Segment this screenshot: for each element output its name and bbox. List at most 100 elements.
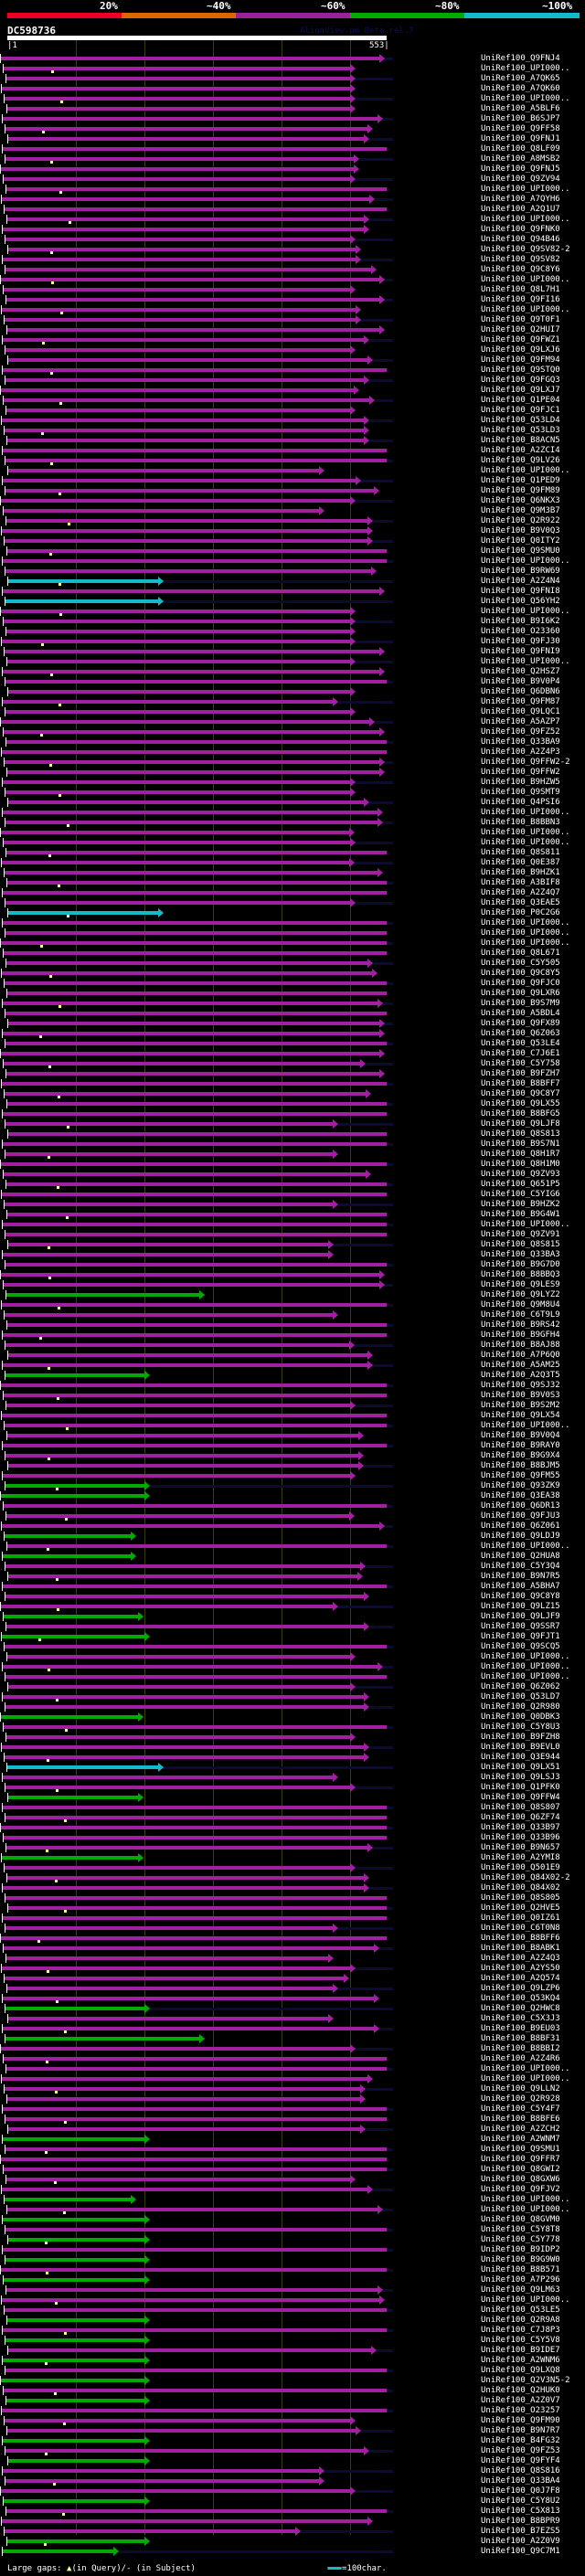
hit-row[interactable]: UniRef100_UPI000..	[0, 938, 585, 949]
hit-bar[interactable]	[6, 1625, 365, 1628]
hit-bar[interactable]	[2, 449, 387, 452]
hit-label[interactable]: UniRef100_Q9C8Y8	[481, 1592, 560, 1601]
hit-row[interactable]: UniRef100_C5Y505	[0, 959, 585, 969]
hit-bar[interactable]	[2, 559, 387, 563]
hit-label[interactable]: UniRef100_UPI000..	[481, 275, 570, 284]
hit-bar[interactable]	[5, 127, 367, 131]
hit-label[interactable]: UniRef100_A2WNM7	[481, 2135, 560, 2144]
hit-label[interactable]: UniRef100_Q3EA38	[481, 1491, 560, 1500]
hit-bar[interactable]	[1, 87, 351, 90]
hit-label[interactable]: UniRef100_UPI000..	[481, 838, 570, 847]
hit-bar[interactable]	[7, 1796, 138, 1799]
hit-row[interactable]: UniRef100_Q8LF09	[0, 144, 585, 154]
hit-label[interactable]: UniRef100_Q94B46	[481, 235, 560, 244]
hit-bar[interactable]	[1, 2268, 387, 2272]
hit-row[interactable]: UniRef100_B9FZH8	[0, 1733, 585, 1743]
hit-row[interactable]: UniRef100_O23257	[0, 2406, 585, 2416]
hit-row[interactable]: UniRef100_C5X3J3	[0, 2014, 585, 2024]
hit-bar[interactable]	[6, 1404, 351, 1407]
hit-bar[interactable]	[2, 1997, 375, 2000]
hit-label[interactable]: UniRef100_Q9LSJ3	[481, 1773, 560, 1782]
hit-label[interactable]: UniRef100_B9HZW5	[481, 778, 560, 787]
hit-label[interactable]: UniRef100_Q0E387	[481, 858, 560, 867]
hit-row[interactable]: UniRef100_Q9FJC1	[0, 406, 585, 416]
hit-label[interactable]: UniRef100_B9FZH8	[481, 1733, 560, 1742]
hit-label[interactable]: UniRef100_Q9FJU3	[481, 1511, 560, 1521]
hit-label[interactable]: UniRef100_Q0DBK3	[481, 1712, 560, 1722]
hit-label[interactable]: UniRef100_B9RS42	[481, 1320, 560, 1330]
hit-bar[interactable]	[1, 167, 354, 171]
hit-bar[interactable]	[1, 1494, 145, 1498]
hit-label[interactable]: UniRef100_A7QYH6	[481, 195, 560, 204]
hit-row[interactable]: UniRef100_Q0DBK3	[0, 1712, 585, 1723]
hit-label[interactable]: UniRef100_C5Y8U2	[481, 2496, 560, 2506]
hit-row[interactable]: UniRef100_B8BF31	[0, 2034, 585, 2044]
hit-row[interactable]: UniRef100_Q501E9	[0, 1863, 585, 1873]
hit-label[interactable]: UniRef100_Q9FI16	[481, 295, 560, 304]
hit-bar[interactable]	[7, 2127, 361, 2131]
hit-row[interactable]: UniRef100_Q9FNI9	[0, 647, 585, 657]
hit-row[interactable]: UniRef100_B9N7R5	[0, 1572, 585, 1582]
hit-label[interactable]: UniRef100_B9S7N1	[481, 1140, 560, 1149]
hit-row[interactable]: UniRef100_Q53LE4	[0, 1039, 585, 1049]
hit-bar[interactable]	[1, 1414, 387, 1417]
hit-label[interactable]: UniRef100_Q2HUK0	[481, 2386, 560, 2395]
hit-bar[interactable]	[4, 1283, 380, 1287]
hit-bar[interactable]	[1, 2077, 367, 2081]
hit-bar[interactable]	[1, 2298, 380, 2302]
hit-bar[interactable]	[7, 690, 351, 694]
hit-label[interactable]: UniRef100_Q9SJ32	[481, 1381, 560, 1390]
hit-bar[interactable]	[2, 1665, 378, 1669]
hit-label[interactable]: UniRef100_Q9LXJ7	[481, 386, 560, 395]
hit-bar[interactable]	[1, 1635, 145, 1638]
hit-bar[interactable]	[3, 2248, 387, 2252]
hit-label[interactable]: UniRef100_Q9LV26	[481, 456, 560, 465]
hit-bar[interactable]	[5, 2338, 145, 2342]
hit-bar[interactable]	[3, 1806, 387, 1809]
hit-row[interactable]: UniRef100_Q9FFR7	[0, 2155, 585, 2165]
hit-row[interactable]: UniRef100_B9RS42	[0, 1320, 585, 1330]
hit-bar[interactable]	[7, 1464, 359, 1468]
hit-label[interactable]: UniRef100_B9I6K2	[481, 617, 560, 626]
hit-label[interactable]: UniRef100_Q84X02	[481, 1883, 560, 1892]
hit-bar[interactable]	[1, 1936, 387, 1940]
hit-row[interactable]: UniRef100_P0C2G6	[0, 908, 585, 918]
hit-bar[interactable]	[5, 348, 351, 352]
hit-label[interactable]: UniRef100_Q9LQC1	[481, 707, 560, 716]
hit-label[interactable]: UniRef100_Q8L7H1	[481, 285, 560, 294]
hit-bar[interactable]	[2, 1554, 132, 1558]
hit-label[interactable]: UniRef100_Q53KQ4	[481, 1994, 560, 2003]
hit-row[interactable]: UniRef100_C5X813	[0, 2507, 585, 2517]
hit-row[interactable]: UniRef100_Q6NKX3	[0, 496, 585, 506]
hit-bar[interactable]	[1, 2519, 367, 2523]
hit-label[interactable]: UniRef100_UPI000..	[481, 2064, 570, 2073]
hit-label[interactable]: UniRef100_UPI000..	[481, 1542, 570, 1551]
hit-label[interactable]: UniRef100_B9HZK2	[481, 1200, 560, 1209]
hit-bar[interactable]	[6, 1514, 349, 1518]
hit-bar[interactable]	[4, 841, 351, 844]
hit-label[interactable]: UniRef100_Q8H1R7	[481, 1150, 560, 1159]
hit-label[interactable]: UniRef100_Q53LD3	[481, 426, 560, 435]
hit-row[interactable]: UniRef100_B8ACN5	[0, 436, 585, 446]
hit-row[interactable]: UniRef100_C6T9L9	[0, 1310, 585, 1320]
hit-label[interactable]: UniRef100_Q6NKX3	[481, 496, 560, 505]
hit-label[interactable]: UniRef100_UPI000..	[481, 1220, 570, 1229]
hit-bar[interactable]	[6, 1846, 367, 1850]
hit-bar[interactable]	[5, 1484, 145, 1488]
hit-label[interactable]: UniRef100_Q4PSI6	[481, 798, 560, 807]
hit-bar[interactable]	[6, 2288, 378, 2292]
hit-bar[interactable]	[4, 177, 351, 181]
hit-bar[interactable]	[6, 187, 387, 191]
hit-row[interactable]: UniRef100_UPI000..	[0, 1542, 585, 1552]
hit-label[interactable]: UniRef100_Q9C7M1	[481, 2547, 560, 2556]
hit-label[interactable]: UniRef100_Q8GXW6	[481, 2175, 560, 2184]
hit-label[interactable]: UniRef100_Q0ITY2	[481, 536, 560, 546]
hit-bar[interactable]	[6, 519, 367, 523]
hit-row[interactable]: UniRef100_UPI000..	[0, 918, 585, 928]
hit-bar[interactable]	[1, 2157, 387, 2161]
hit-bar[interactable]	[6, 1072, 380, 1076]
hit-label[interactable]: UniRef100_B8BFF7	[481, 1079, 560, 1088]
hit-bar[interactable]	[3, 479, 356, 482]
hit-bar[interactable]	[5, 2147, 387, 2151]
hit-bar[interactable]	[5, 680, 387, 684]
